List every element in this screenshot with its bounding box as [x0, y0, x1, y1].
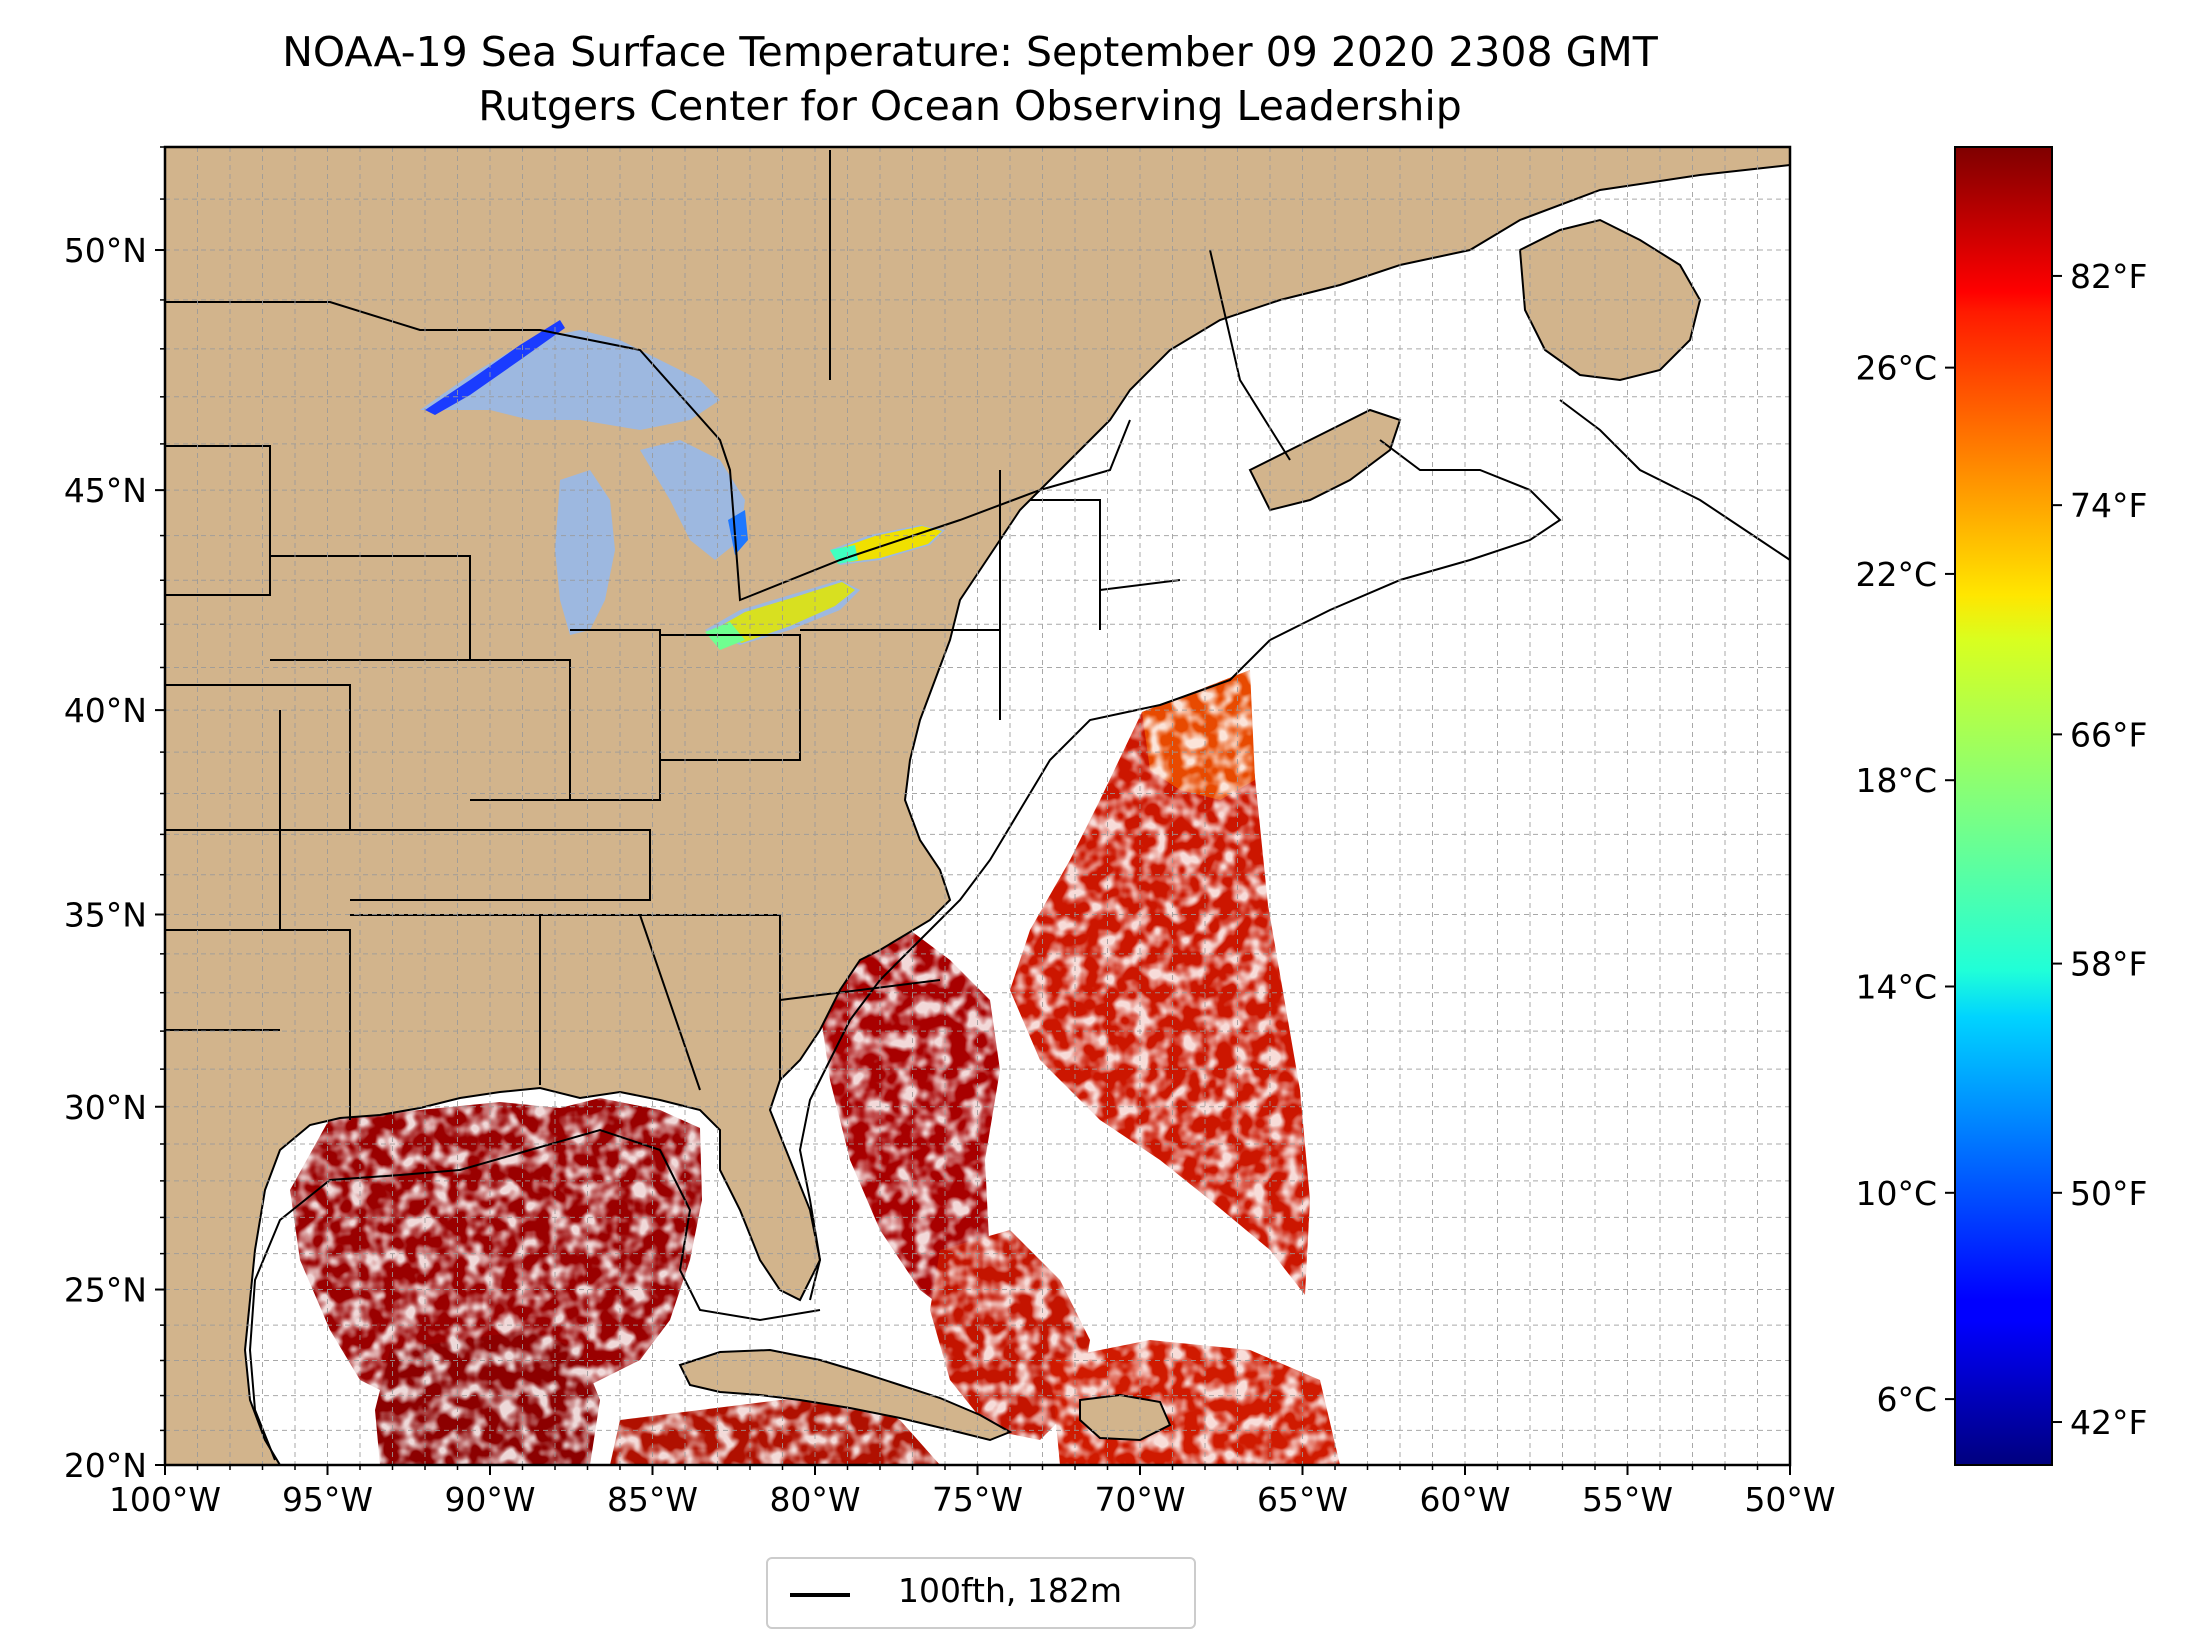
- colorbar-gradient: [1954, 146, 2053, 1466]
- land-hispaniola: [1079, 1393, 1172, 1442]
- x-tick-label: 65°W: [1257, 1480, 1348, 1519]
- x-tick-label: 85°W: [607, 1480, 698, 1519]
- colorbar-celsius-axis: 6°C 10°C 14°C 18°C 22°C 26°C: [1855, 349, 1955, 1419]
- cbar-c-label: 14°C: [1855, 968, 1937, 1007]
- cbar-f-label: 42°F: [2070, 1403, 2147, 1442]
- colorbar-fahrenheit-axis: 42°F 50°F 58°F 66°F 74°F 82°F: [2052, 257, 2147, 1442]
- lake-michigan: [555, 470, 615, 635]
- gridlines: [165, 147, 1790, 1465]
- y-tick-label: 40°N: [64, 691, 147, 730]
- x-tick-label: 50°W: [1744, 1480, 1835, 1519]
- x-tick-label: 75°W: [932, 1480, 1023, 1519]
- y-tick-label: 20°N: [64, 1446, 147, 1485]
- border-states-2: [270, 555, 471, 661]
- cbar-c-label: 10°C: [1855, 1174, 1937, 1213]
- border-states-15: [1099, 579, 1181, 591]
- sst-lake-superior-edge: [425, 320, 565, 415]
- x-tick-label: 70°W: [1094, 1480, 1185, 1519]
- land-nova-scotia: [1248, 408, 1402, 512]
- y-tick-label: 35°N: [64, 896, 147, 935]
- border-states-7: [660, 634, 801, 761]
- border-states-4: [350, 829, 651, 901]
- sst-lake-ontario-west: [830, 545, 858, 564]
- cbar-c-label: 22°C: [1855, 555, 1937, 594]
- chart-subtitle: Rutgers Center for Ocean Observing Leade…: [478, 82, 1462, 130]
- y-tick-label: 25°N: [64, 1271, 147, 1310]
- border-states-12: [165, 929, 351, 1120]
- border-states-1: [165, 445, 271, 596]
- y-axis: 20°N 25°N 30°N 35°N 40°N 45°N 50°N: [64, 146, 165, 1485]
- x-axis: 100°W 95°W 90°W 85°W 80°W 75°W 70°W 65°W 60°W 55°…: [109, 1465, 1836, 1519]
- x-tick-label: 80°W: [769, 1480, 860, 1519]
- border-states-5: [470, 659, 571, 801]
- cbar-f-label: 50°F: [2070, 1174, 2147, 1213]
- isobath-grand-banks: [1559, 399, 1790, 561]
- chart-title: NOAA-19 Sea Surface Temperature: Septemb…: [282, 28, 1658, 76]
- x-tick-label: 55°W: [1582, 1480, 1673, 1519]
- sst-lake-erie: [710, 582, 855, 643]
- border-states-3: [165, 684, 351, 831]
- cbar-f-label: 82°F: [2070, 257, 2147, 296]
- colorbar: 6°C 10°C 14°C 18°C 22°C 26°C 42°F 50°F 58°F 66°F…: [1855, 146, 2147, 1466]
- cbar-f-label: 74°F: [2070, 486, 2147, 525]
- land-cuba: [678, 1348, 1013, 1442]
- border-states-16: [779, 979, 941, 1001]
- isobath-east-coast: [798, 639, 1271, 1301]
- legend: 100fth, 182m: [766, 1557, 1196, 1629]
- y-tick-label: 30°N: [64, 1088, 147, 1127]
- border-states-6: [570, 629, 661, 801]
- cbar-f-label: 66°F: [2070, 715, 2147, 754]
- y-tick-label: 50°N: [64, 231, 147, 270]
- lake-huron: [640, 440, 745, 560]
- isobath-northeast: [1269, 439, 1562, 641]
- cbar-f-label: 58°F: [2070, 945, 2147, 984]
- legend-label: 100fth, 182m: [898, 1571, 1122, 1610]
- cbar-c-label: 6°C: [1876, 1380, 1937, 1419]
- border-states-14: [1030, 499, 1101, 630]
- legend-line-swatch: [790, 1593, 850, 1597]
- x-tick-label: 60°W: [1419, 1480, 1510, 1519]
- border-canada-east: [1209, 249, 1291, 461]
- cbar-c-label: 26°C: [1855, 349, 1937, 388]
- x-tick-label: 100°W: [109, 1480, 221, 1519]
- x-tick-label: 95°W: [282, 1480, 373, 1519]
- y-tick-label: 45°N: [64, 471, 147, 510]
- cbar-c-label: 18°C: [1855, 761, 1937, 800]
- x-tick-label: 90°W: [444, 1480, 535, 1519]
- map-area: [165, 147, 1790, 1465]
